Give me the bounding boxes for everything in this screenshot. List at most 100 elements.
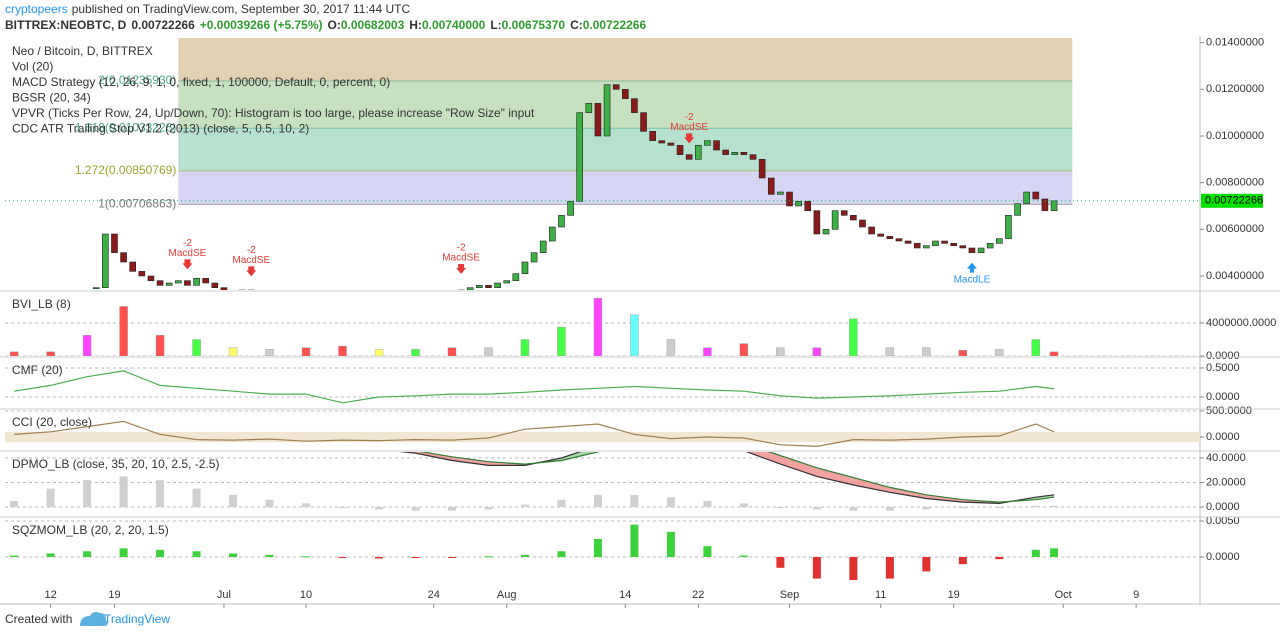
candle — [612, 84, 620, 90]
fill-between — [816, 467, 854, 485]
candle — [567, 201, 574, 216]
bar — [849, 557, 858, 581]
candle — [722, 149, 729, 155]
candle — [649, 131, 656, 141]
candle — [959, 245, 967, 249]
signal-arrow — [182, 259, 193, 270]
candle — [184, 280, 191, 286]
legend-line: BGSR (20, 34) — [12, 91, 91, 105]
candle — [603, 84, 611, 137]
y-tick-label: 0.00800000 — [1206, 177, 1264, 189]
footer-brand[interactable]: TradingView — [104, 612, 170, 626]
bar — [192, 488, 201, 508]
candle — [986, 243, 994, 249]
bar — [520, 339, 530, 356]
candle — [941, 240, 948, 244]
candle — [485, 285, 492, 288]
candle — [713, 140, 720, 151]
x-tick-label: 11 — [875, 589, 886, 601]
bar — [1031, 505, 1040, 508]
candle — [147, 275, 155, 281]
bar — [557, 499, 566, 508]
candle — [777, 191, 784, 195]
bar — [1049, 351, 1059, 356]
bar — [192, 339, 201, 356]
bar — [593, 539, 602, 558]
signal-label: MacdSE — [232, 255, 270, 266]
bar — [10, 555, 19, 558]
bar — [484, 556, 493, 558]
bar — [557, 326, 566, 356]
pane — [5, 452, 1200, 511]
bar — [776, 557, 785, 568]
candle — [129, 261, 137, 272]
bar — [1031, 339, 1041, 356]
bar — [9, 351, 19, 356]
bar — [995, 507, 1004, 509]
candle — [530, 252, 538, 263]
x-tick-label: 12 — [44, 589, 56, 601]
candle — [539, 240, 547, 253]
candle — [622, 89, 629, 99]
bar — [922, 347, 931, 356]
bar — [82, 335, 92, 356]
bar — [666, 339, 676, 356]
pane-title: DPMO_LB (close, 35, 20, 10, 2.5, -2.5) — [12, 457, 219, 471]
bar — [885, 557, 894, 579]
bar — [849, 318, 858, 356]
bar — [119, 306, 128, 356]
bar — [812, 557, 821, 579]
fill-between — [451, 456, 489, 466]
y-tick-label: 20.0000 — [1206, 476, 1246, 488]
candle — [631, 98, 638, 113]
ohlc-label: L: — [490, 18, 501, 32]
bar — [922, 507, 931, 510]
publisher[interactable]: cryptopeers — [5, 2, 68, 16]
ohlc-label: H: — [409, 18, 422, 32]
candle — [1041, 198, 1049, 211]
last-price-box — [1201, 193, 1263, 208]
bar — [375, 507, 384, 510]
candle — [923, 245, 930, 249]
signal-qty: -2 — [247, 245, 256, 256]
ohlc-label: C: — [570, 18, 583, 32]
bar — [119, 476, 128, 508]
legend-line: Neo / Bitcoin, D, BITTREX — [12, 44, 153, 58]
bar — [776, 347, 785, 356]
bar — [812, 347, 822, 356]
candle — [850, 215, 857, 221]
candle — [886, 236, 894, 239]
bar — [156, 549, 165, 558]
bar — [1050, 548, 1059, 558]
tradingview-logo[interactable] — [80, 612, 108, 626]
x-tick-label: Sep — [780, 589, 800, 601]
pane — [92, 38, 1073, 290]
candle — [1050, 200, 1058, 211]
bar — [302, 503, 311, 508]
candle — [585, 103, 593, 113]
x-tick-label: 22 — [692, 589, 704, 601]
candle — [476, 285, 483, 288]
bar — [995, 557, 1004, 560]
bar — [703, 500, 712, 508]
candle — [731, 152, 739, 155]
bar — [156, 480, 165, 508]
ohlc-value: 0.00722266 — [583, 18, 647, 32]
bar — [703, 546, 712, 558]
bar — [958, 350, 968, 356]
signal-label: MacdSE — [670, 122, 708, 133]
y-tick-label: 0.01400000 — [1206, 37, 1264, 49]
candle — [211, 282, 219, 288]
candle — [1005, 215, 1012, 239]
candle — [740, 152, 748, 155]
bar — [83, 551, 92, 558]
bar — [958, 507, 967, 509]
candle — [932, 240, 939, 246]
candle — [758, 159, 766, 179]
candle — [859, 219, 866, 228]
bar — [265, 554, 274, 558]
candle — [1032, 191, 1040, 200]
ohlc-value: 0.00675370 — [502, 18, 566, 32]
